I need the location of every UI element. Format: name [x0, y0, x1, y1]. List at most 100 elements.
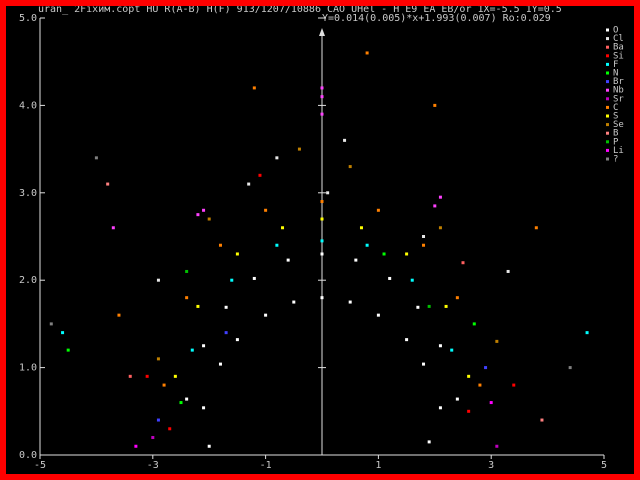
point	[224, 331, 228, 335]
point	[455, 296, 459, 300]
legend-marker	[606, 105, 609, 109]
legend-label: Cl	[613, 34, 624, 44]
legend-label: Nb	[613, 86, 624, 96]
point	[376, 313, 380, 317]
point	[61, 331, 65, 335]
point	[343, 138, 347, 142]
point	[320, 200, 324, 204]
point	[281, 226, 285, 230]
point	[202, 208, 206, 212]
point	[179, 401, 183, 405]
legend-label: N	[613, 69, 618, 79]
legend-marker	[606, 71, 609, 75]
point	[106, 182, 110, 186]
point	[292, 300, 296, 304]
legend-marker	[606, 157, 609, 161]
point	[224, 305, 228, 309]
y-tick-label: 4.0	[19, 100, 37, 111]
point	[128, 374, 132, 378]
point	[264, 313, 268, 317]
point	[320, 112, 324, 116]
point	[196, 304, 200, 308]
point	[422, 235, 426, 238]
x-tick-label: 5	[601, 460, 607, 471]
legend-marker	[606, 62, 609, 66]
legend-marker	[606, 80, 609, 84]
point	[478, 383, 482, 387]
point	[438, 195, 442, 199]
legend-marker	[606, 97, 609, 101]
legend-marker	[606, 140, 609, 144]
point	[235, 252, 239, 256]
point	[207, 217, 211, 221]
point	[348, 165, 352, 169]
legend-marker	[606, 54, 609, 58]
point	[365, 51, 369, 55]
point	[534, 226, 538, 230]
point	[438, 344, 442, 348]
point	[258, 173, 262, 177]
legend-marker	[606, 114, 609, 118]
point	[275, 156, 279, 160]
x-tick-label: 1	[375, 460, 381, 471]
point	[320, 239, 324, 243]
point	[185, 269, 189, 273]
legend-label: ?	[613, 155, 618, 165]
chart-subtitle: Y=0.014(0.005)*x+1.993(0.007) Ro:0.029	[322, 13, 551, 24]
legend-label: Br	[613, 77, 624, 87]
point	[145, 374, 149, 378]
point	[151, 436, 155, 440]
point	[49, 322, 53, 326]
point	[489, 401, 493, 405]
point	[427, 440, 431, 444]
point	[111, 226, 115, 230]
point	[252, 276, 256, 280]
point	[450, 348, 454, 352]
point	[568, 366, 572, 370]
point	[585, 331, 589, 335]
legend-label: Sr	[613, 94, 624, 104]
legend-label: Ba	[613, 43, 624, 53]
x-tick-label: -3	[147, 460, 159, 471]
point	[388, 276, 392, 280]
point	[156, 278, 160, 282]
point	[94, 156, 98, 160]
point	[202, 406, 206, 410]
point	[359, 226, 363, 230]
point	[156, 357, 160, 361]
point	[416, 305, 420, 309]
point	[467, 409, 471, 413]
point	[438, 226, 442, 230]
y-tick-label: 2.0	[19, 275, 37, 286]
legend-marker	[606, 45, 609, 49]
point	[320, 252, 324, 256]
point	[207, 444, 211, 448]
point	[512, 383, 516, 387]
point	[433, 103, 437, 107]
chart-title: uran_ 2Fixим.copt HU R(A-B) H(F) 913/120…	[38, 6, 562, 15]
y-tick-label: 5.0	[19, 13, 37, 24]
y-tick-label: 1.0	[19, 363, 37, 374]
x-tick-label: 3	[488, 460, 494, 471]
x-tick-label: -1	[260, 460, 272, 471]
point	[247, 182, 251, 186]
point	[230, 278, 234, 282]
legend-label: O	[613, 26, 618, 36]
point	[185, 397, 189, 401]
legend-marker	[606, 28, 609, 32]
point	[405, 252, 409, 256]
point	[156, 418, 160, 422]
point	[185, 296, 189, 300]
point	[252, 86, 256, 90]
point	[433, 204, 437, 208]
point	[196, 213, 200, 217]
point	[348, 300, 352, 304]
point	[286, 258, 290, 262]
point	[422, 362, 426, 366]
point	[218, 243, 222, 247]
point	[66, 348, 70, 352]
point	[495, 339, 499, 343]
chart: uran_ 2Fixим.copt HU R(A-B) H(F) 913/120…	[19, 6, 624, 471]
point	[495, 444, 499, 448]
